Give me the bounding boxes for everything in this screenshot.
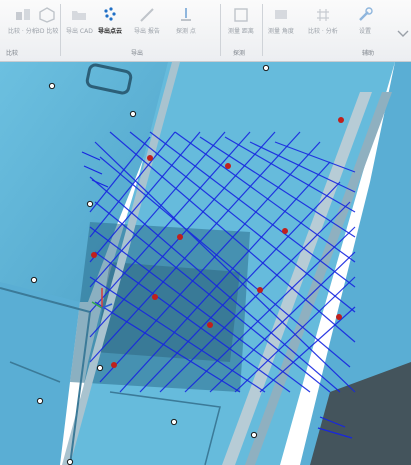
reference-point [48, 82, 56, 90]
marker-point [91, 252, 97, 258]
probe-icon [180, 8, 191, 21]
compare-icon [15, 9, 30, 20]
recess-shadow [70, 222, 250, 392]
red-markers [91, 117, 344, 368]
scan-lines [89, 131, 356, 393]
group-label-assist: 辅助 [362, 50, 375, 57]
reference-point [96, 364, 104, 372]
marker-point [207, 322, 213, 328]
ruler-icon [140, 8, 154, 22]
slot [85, 63, 133, 95]
group-separator [262, 4, 263, 56]
panel-line [9, 361, 61, 383]
body-panel-right [300, 62, 411, 465]
group-label-export: 导出 [131, 50, 144, 57]
marker-point [282, 228, 288, 234]
group-label-probe: 探测 [233, 50, 246, 57]
cross-section-button[interactable]: 3D 比较 [36, 6, 58, 44]
reference-point [66, 458, 74, 465]
body-panel-left [0, 62, 170, 302]
scan-ticks [81, 151, 353, 439]
reference-point [170, 418, 178, 426]
marker-point [177, 234, 183, 240]
reference-point [30, 276, 38, 284]
reference-point [86, 200, 94, 208]
cube-icon [39, 7, 55, 23]
reference-point [262, 64, 270, 72]
export-cad-button[interactable]: 导出 CAD [66, 6, 93, 44]
export-points-button[interactable]: 导出点云 [98, 6, 122, 44]
dark-corner [310, 362, 411, 465]
reference-point [129, 110, 137, 118]
assist-button[interactable]: 比较 · 分析 [308, 6, 338, 44]
group-separator [60, 4, 61, 56]
compare-button[interactable]: 比较 · 分析 [8, 6, 38, 44]
folder-icon [72, 11, 87, 20]
window-icon [234, 8, 248, 22]
axis-gizmo-icon [91, 288, 113, 309]
measure-angle-button[interactable]: 测量 角度 [268, 6, 294, 44]
ribbon-expand-button[interactable] [394, 24, 411, 62]
marker-point [111, 362, 117, 368]
panel-line [109, 391, 221, 465]
reference-points [30, 64, 270, 465]
wrench-icon [359, 7, 373, 21]
marker-point [147, 155, 153, 161]
group-separator [220, 4, 221, 56]
marker-point [225, 163, 231, 169]
layers-icon [274, 10, 287, 19]
group-label-compare: 比较 [6, 50, 19, 57]
ribbon-toolbar: 比较 · 分析 3D 比较 导出 CAD 导出点云 导出 报告 探测 点 导出 [0, 0, 411, 62]
marker-point [152, 294, 158, 300]
marker-point [338, 117, 344, 123]
3d-viewport[interactable] [0, 62, 411, 465]
scan-scene[interactable] [0, 62, 411, 465]
chevron-down-icon [397, 30, 409, 37]
probe-button[interactable]: 探测 点 [176, 6, 196, 44]
export-report-button[interactable]: 导出 报告 [134, 6, 160, 44]
point-cloud-icon [104, 7, 116, 21]
settings-button[interactable]: 设置 [356, 6, 374, 44]
recess-inner [95, 262, 240, 362]
rail-right-a [222, 92, 372, 465]
measure-distance-button[interactable]: 测量 距离 [228, 6, 254, 44]
grid-icon [316, 9, 329, 21]
reference-point [250, 431, 258, 439]
reference-point [36, 397, 44, 405]
marker-point [336, 314, 342, 320]
marker-point [257, 287, 263, 293]
